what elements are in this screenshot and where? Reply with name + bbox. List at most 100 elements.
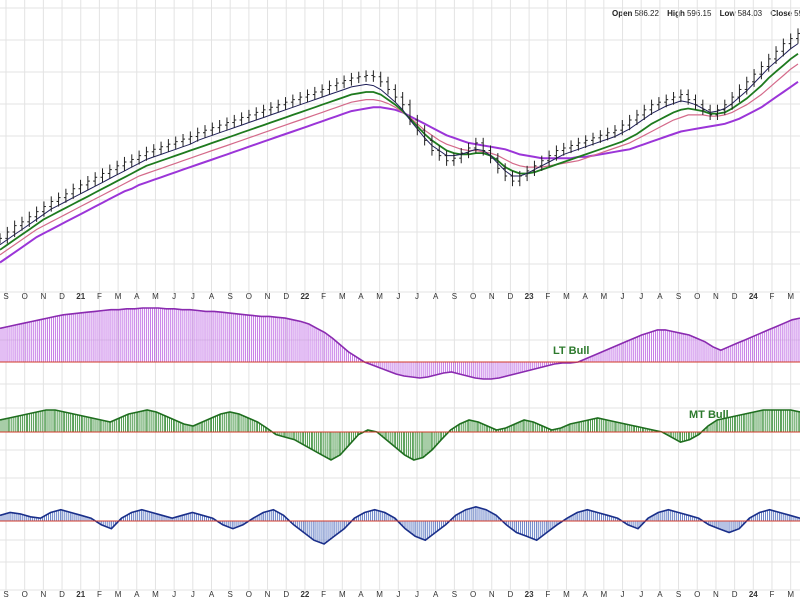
x-tick-label: N (265, 292, 271, 301)
x-tick-label: M (376, 590, 383, 599)
x-tick-label: J (191, 590, 195, 599)
mt-bull-label: MT Bull (689, 409, 729, 421)
x-tick-label: 24 (749, 590, 758, 599)
x-tick-label: N (265, 590, 271, 599)
close-label: Close (770, 9, 793, 18)
x-tick-label: A (582, 292, 588, 301)
lt-bull-line (0, 307, 800, 380)
x-tick-label: A (582, 590, 588, 599)
x-tick-label: A (433, 292, 439, 301)
x-tick-label: 21 (76, 292, 85, 301)
x-tick-label: S (452, 292, 457, 301)
x-tick-label: N (713, 590, 719, 599)
x-tick-label: S (228, 590, 233, 599)
x-tick-label: N (40, 292, 46, 301)
lt-bull-panel (0, 307, 800, 380)
x-tick-label: F (321, 590, 326, 599)
x-tick-label: J (621, 590, 625, 599)
x-tick-label: D (732, 292, 738, 301)
open-value: 586.22 (634, 9, 659, 18)
mt-bull-line (0, 409, 800, 461)
x-tick-label: M (600, 292, 607, 301)
x-tick-label: D (283, 292, 289, 301)
ma-green-line (0, 53, 799, 251)
x-tick-label: M (787, 292, 794, 301)
x-tick-label: J (639, 590, 643, 599)
x-tick-label: A (134, 292, 140, 301)
x-tick-label: A (358, 590, 364, 599)
x-tick-label: F (545, 292, 550, 301)
x-tick-label: M (787, 590, 794, 599)
x-tick-label: M (563, 590, 570, 599)
x-tick-label: S (3, 292, 8, 301)
x-tick-label: O (470, 590, 476, 599)
lt-bull-label: LT Bull (553, 345, 589, 357)
x-tick-label: J (396, 590, 400, 599)
x-tick-label: N (489, 292, 495, 301)
x-tick-label: O (470, 292, 476, 301)
x-tick-label: 24 (749, 292, 758, 301)
x-axis-labels: S O N D 21 F M A M J J A S O N D 22 F M A M J J A S O N D 23 F M A M J J A S… (3, 292, 794, 599)
x-tick-label: S (3, 590, 8, 599)
x-tick-label: M (376, 292, 383, 301)
x-tick-label: 23 (525, 292, 534, 301)
x-tick-label: D (59, 590, 65, 599)
mt-bull-panel (0, 409, 800, 461)
x-tick-label: J (396, 292, 400, 301)
x-tick-label: F (321, 292, 326, 301)
x-tick-label: J (639, 292, 643, 301)
x-tick-label: M (115, 292, 122, 301)
x-tick-label: M (115, 590, 122, 599)
x-tick-label: F (97, 590, 102, 599)
x-tick-label: J (191, 292, 195, 301)
x-tick-label: D (732, 590, 738, 599)
x-tick-label: A (358, 292, 364, 301)
x-tick-label: F (545, 590, 550, 599)
x-tick-label: F (97, 292, 102, 301)
x-tick-label: D (283, 590, 289, 599)
x-tick-label: S (676, 292, 681, 301)
x-tick-label: M (339, 590, 346, 599)
x-tick-label: S (676, 590, 681, 599)
x-tick-label: N (489, 590, 495, 599)
high-value: 596.15 (686, 9, 712, 18)
st-breadth-panel (0, 505, 800, 545)
x-tick-label: A (433, 590, 439, 599)
x-tick-label: F (770, 590, 775, 599)
x-tick-label: D (508, 590, 514, 599)
x-tick-label: M (152, 292, 159, 301)
x-tick-label: O (246, 590, 252, 599)
x-tick-label: O (246, 292, 252, 301)
x-tick-label: M (600, 590, 607, 599)
x-tick-label: M (563, 292, 570, 301)
ma-purple-line (0, 80, 799, 264)
x-tick-label: F (770, 292, 775, 301)
x-tick-label: N (40, 590, 46, 599)
low-value: 584.03 (737, 9, 763, 18)
x-tick-label: J (172, 590, 176, 599)
x-tick-label: 22 (300, 590, 309, 599)
x-tick-label: D (508, 292, 514, 301)
x-tick-label: O (694, 292, 700, 301)
x-tick-label: A (134, 590, 140, 599)
close-value: 59 (794, 9, 800, 18)
low-label: Low (719, 9, 736, 18)
price-panel (0, 28, 800, 264)
x-tick-label: S (228, 292, 233, 301)
x-tick-label: O (22, 590, 28, 599)
x-tick-label: M (339, 292, 346, 301)
x-tick-label: J (621, 292, 625, 301)
x-tick-label: M (152, 590, 159, 599)
high-label: High (667, 9, 685, 18)
x-tick-label: S (452, 590, 457, 599)
x-tick-label: O (22, 292, 28, 301)
x-tick-label: 22 (300, 292, 309, 301)
x-tick-label: J (415, 590, 419, 599)
x-tick-label: A (209, 590, 215, 599)
x-tick-label: D (59, 292, 65, 301)
x-tick-label: A (657, 292, 663, 301)
st-breadth-line (0, 505, 800, 545)
ma-pink-line (0, 63, 799, 256)
